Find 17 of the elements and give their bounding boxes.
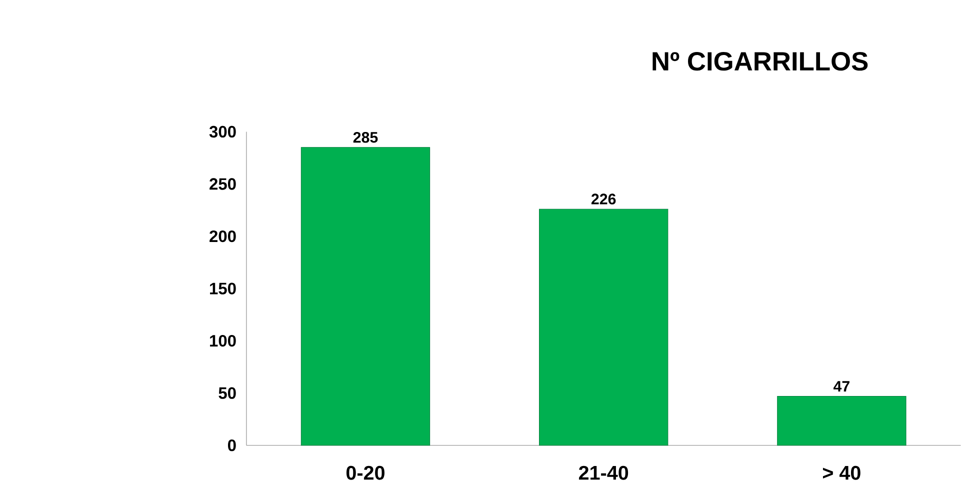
bar [777, 396, 906, 446]
data-label: 285 [353, 132, 378, 143]
y-tick-label: 0 [228, 440, 236, 452]
y-tick-label: 250 [210, 178, 236, 190]
x-tick-label: > 40 [822, 466, 860, 480]
y-tick-label: 150 [210, 282, 236, 295]
y-tick-label: 300 [209, 126, 236, 138]
y-tick-label: 100 [210, 335, 236, 347]
x-tick-label: 21-40 [578, 466, 628, 480]
chart-title: Nº CIGARRILLOS [652, 52, 868, 71]
y-tick-label: 200 [210, 230, 236, 242]
x-tick-label: 0-20 [346, 466, 384, 480]
bar [539, 209, 668, 446]
data-label: 47 [833, 381, 850, 392]
y-tick-label: 50 [218, 387, 236, 400]
data-label: 226 [591, 194, 616, 205]
bar [300, 147, 430, 446]
